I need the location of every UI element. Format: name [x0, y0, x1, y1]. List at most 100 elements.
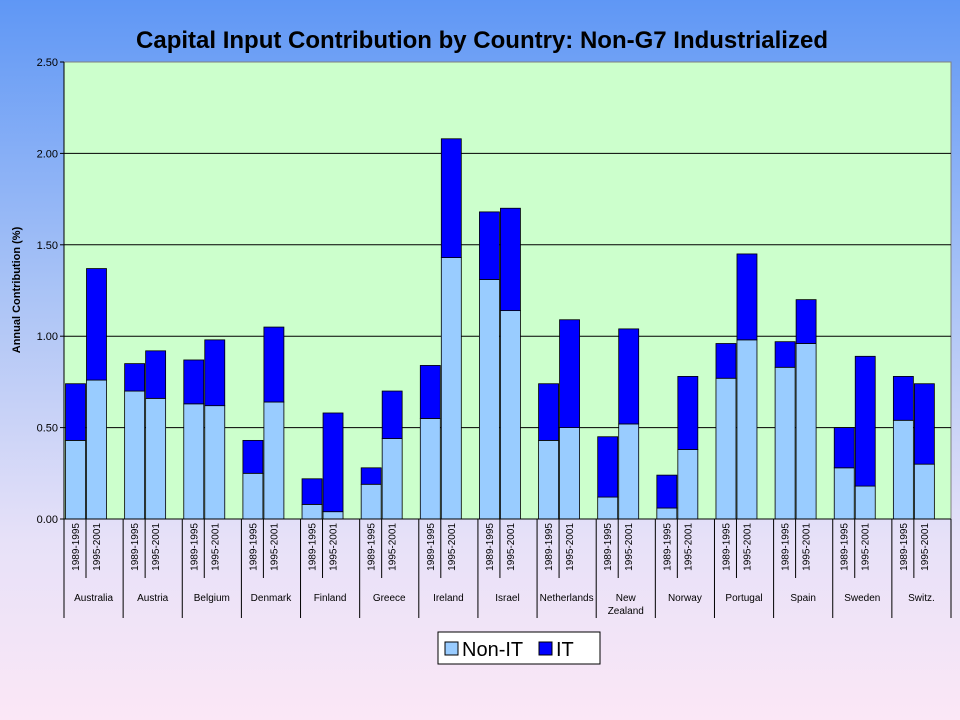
- bar-it: [618, 328, 640, 425]
- bar-non-it: [204, 405, 226, 520]
- bar-it: [419, 365, 441, 419]
- category-label: Norway: [668, 593, 702, 604]
- bar-it: [86, 268, 107, 381]
- bar-non-it: [854, 485, 876, 520]
- category-label: Austria: [137, 593, 169, 604]
- legend-box: [437, 631, 601, 665]
- bar-it: [736, 253, 758, 341]
- y-tick-label: 2.00: [37, 148, 58, 160]
- category-label: Australia: [74, 593, 113, 604]
- bar-non-it: [715, 377, 737, 520]
- x-tick-label: 1995-2001: [92, 523, 103, 571]
- x-tick-label: 1995-2001: [210, 523, 221, 571]
- bar-it: [440, 138, 462, 258]
- y-tick-label: 0.00: [37, 514, 58, 526]
- y-tick-label: 1.50: [37, 240, 58, 252]
- x-tick-label: 1989-1995: [721, 523, 732, 571]
- x-tick-label: 1989-1995: [603, 523, 614, 571]
- bar-it: [381, 390, 403, 439]
- category-label: Sweden: [844, 593, 880, 604]
- x-tick-label: 1995-2001: [506, 523, 517, 571]
- x-tick-label: 1989-1995: [189, 523, 200, 571]
- bar-it: [913, 383, 935, 465]
- category-label: Denmark: [251, 593, 293, 604]
- bar-non-it: [440, 257, 462, 520]
- bar-it: [183, 359, 205, 405]
- x-tick-label: 1995-2001: [329, 523, 340, 571]
- bar-it: [677, 376, 699, 450]
- x-tick-label: 1995-2001: [742, 523, 753, 571]
- bar-non-it: [301, 503, 323, 520]
- chart-title: Capital Input Contribution by Country: N…: [136, 27, 828, 54]
- x-tick-label: 1989-1995: [426, 523, 437, 571]
- bar-it: [145, 350, 167, 399]
- x-tick-label: 1989-1995: [248, 523, 259, 571]
- bar-it: [322, 412, 344, 513]
- x-tick-label: 1989-1995: [308, 523, 319, 571]
- x-tick-label: 1989-1995: [840, 523, 851, 571]
- bar-non-it: [500, 310, 521, 520]
- bar-non-it: [774, 366, 796, 520]
- bar-non-it: [183, 403, 205, 520]
- x-tick-label: 1989-1995: [367, 523, 378, 571]
- bar-it: [795, 299, 817, 344]
- x-tick-label: 1995-2001: [269, 523, 280, 571]
- bar-it: [833, 427, 855, 469]
- bar-it: [301, 478, 323, 505]
- bar-it: [854, 355, 876, 487]
- bar-non-it: [381, 438, 403, 520]
- legend-label-non-it: Non-IT: [462, 639, 523, 661]
- plot-area: [63, 61, 952, 520]
- bar-non-it: [479, 279, 500, 520]
- x-tick-label: 1989-1995: [71, 523, 82, 571]
- bar-non-it: [559, 427, 580, 520]
- x-axis: 1989-1995 1995-2001 Australia 1989-1995 1995…: [63, 518, 952, 618]
- bar-it: [656, 474, 678, 509]
- category-label: Switz.: [908, 593, 935, 604]
- bar-non-it: [736, 339, 758, 520]
- y-tick-label: 0.50: [37, 423, 58, 435]
- x-tick-label: 1989-1995: [544, 523, 555, 571]
- category-label: Portugal: [725, 593, 762, 604]
- x-tick-label: 1995-2001: [861, 523, 872, 571]
- bar-non-it: [124, 390, 146, 520]
- legend-swatch-it: [538, 641, 553, 656]
- bar-non-it: [618, 423, 640, 520]
- bar-it: [204, 339, 226, 407]
- x-tick-label: 1989-1995: [781, 523, 792, 571]
- bar-it: [263, 326, 285, 403]
- bar-non-it: [538, 439, 559, 520]
- bar-non-it: [913, 463, 935, 520]
- y-tick-label: 2.50: [37, 57, 58, 69]
- x-tick-label: 1995-2001: [802, 523, 813, 571]
- y-axis: 0.00 0.50 1.00 1.50 2.00 2.50: [37, 57, 65, 526]
- x-tick-label: 1989-1995: [899, 523, 910, 571]
- bar-it: [892, 376, 914, 421]
- bar-it: [500, 207, 521, 312]
- bar-non-it: [833, 467, 855, 520]
- category-label: Ireland: [433, 593, 464, 604]
- x-tick-label: 1995-2001: [565, 523, 576, 571]
- bar-non-it: [597, 496, 619, 520]
- category-label: Netherlands: [540, 593, 594, 604]
- category-label: Israel: [495, 593, 519, 604]
- category-label: Spain: [790, 593, 816, 604]
- bar-it: [774, 341, 796, 368]
- bar-it: [124, 363, 146, 392]
- bar-non-it: [419, 418, 441, 520]
- bar-non-it: [677, 449, 699, 520]
- y-axis-label: Annual Contribution (%): [11, 226, 23, 353]
- x-tick-label: 1995-2001: [447, 523, 458, 571]
- bar-non-it: [86, 379, 107, 520]
- x-tick-label: 1989-1995: [485, 523, 496, 571]
- category-label: Finland: [314, 593, 347, 604]
- category-label: Belgium: [194, 593, 230, 604]
- legend-swatch-non-it: [444, 641, 459, 656]
- bar-non-it: [65, 439, 86, 520]
- bar-non-it: [242, 472, 264, 520]
- legend-label-it: IT: [556, 639, 574, 661]
- bar-non-it: [795, 343, 817, 520]
- x-tick-label: 1995-2001: [683, 523, 694, 571]
- bar-non-it: [263, 401, 285, 520]
